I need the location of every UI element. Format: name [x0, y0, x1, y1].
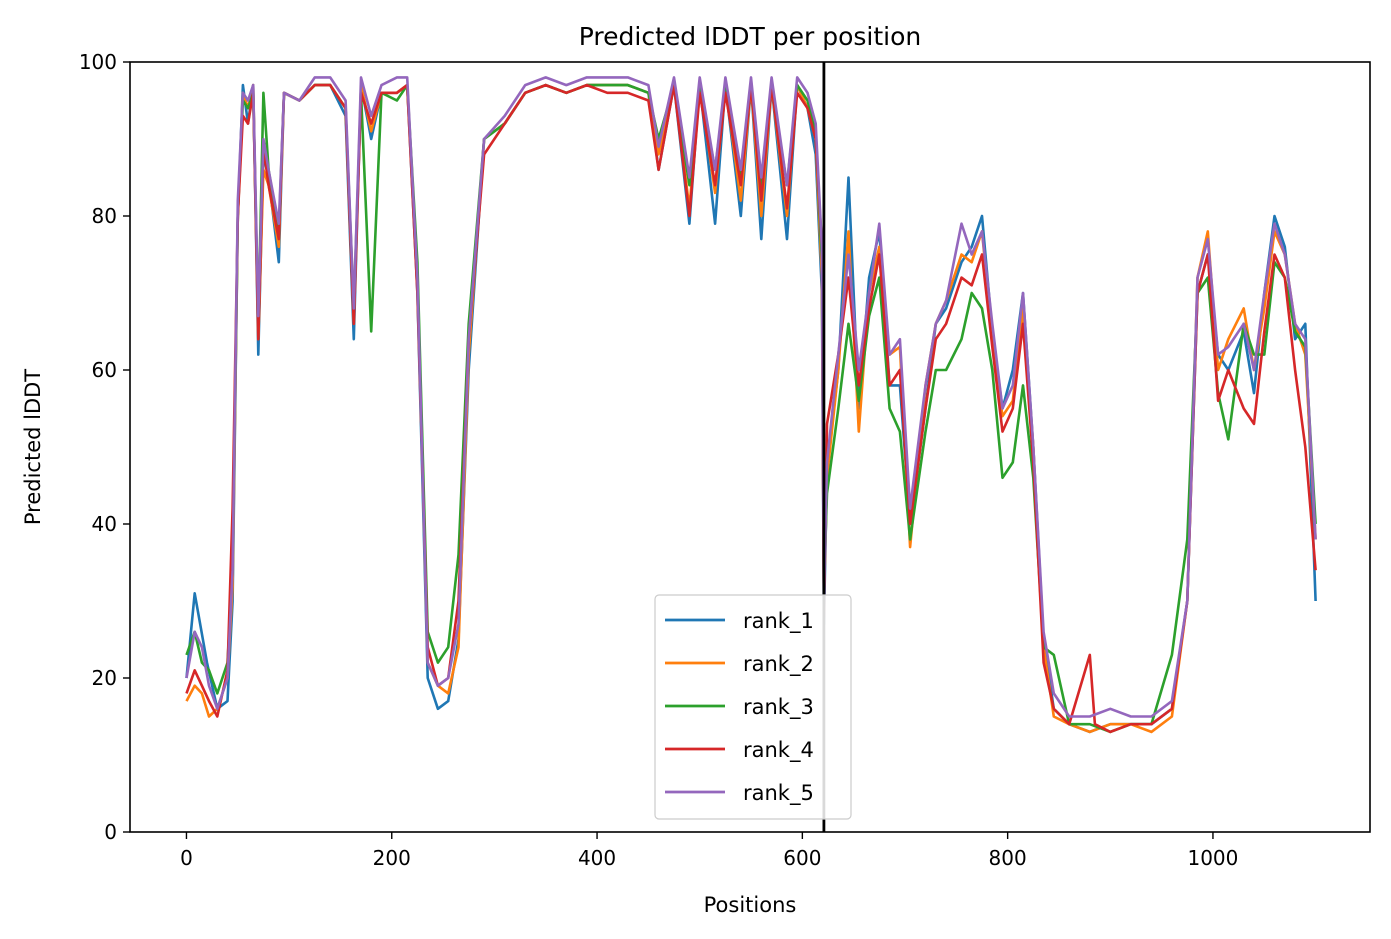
y-tick-label: 60 — [92, 358, 117, 382]
y-tick-label: 80 — [92, 204, 117, 228]
series-line-rank_4 — [185, 83, 1317, 734]
legend-label-rank_3: rank_3 — [743, 695, 814, 720]
x-tick-label: 400 — [578, 846, 616, 870]
x-tick-label: 0 — [180, 846, 193, 870]
legend-label-rank_2: rank_2 — [743, 652, 814, 677]
x-axis-label: Positions — [704, 893, 797, 917]
y-axis-label: Predicted lDDT — [21, 369, 45, 525]
plot-lines — [185, 76, 1317, 734]
x-axis: 0 200 400 600 800 1000 — [180, 832, 1238, 870]
chart-title: Predicted lDDT per position — [579, 22, 921, 51]
x-tick-label: 200 — [373, 846, 411, 870]
y-tick-label: 100 — [79, 50, 117, 74]
plot-frame — [129, 61, 1371, 833]
legend-label-rank_4: rank_4 — [743, 738, 814, 763]
x-tick-label: 600 — [783, 846, 821, 870]
y-tick-label: 20 — [92, 666, 117, 690]
y-tick-label: 40 — [92, 512, 117, 536]
legend-label-rank_5: rank_5 — [743, 781, 814, 806]
series-line-rank_5 — [185, 76, 1317, 718]
x-tick-label: 800 — [989, 846, 1027, 870]
y-axis: 0 20 40 60 80 100 — [79, 50, 130, 844]
legend: rank_1 rank_2 rank_3 rank_4 rank_5 — [654, 594, 852, 820]
y-tick-label: 0 — [104, 820, 117, 844]
legend-label-rank_1: rank_1 — [743, 609, 814, 634]
legend-box — [654, 594, 852, 820]
x-tick-label: 1000 — [1187, 846, 1238, 870]
